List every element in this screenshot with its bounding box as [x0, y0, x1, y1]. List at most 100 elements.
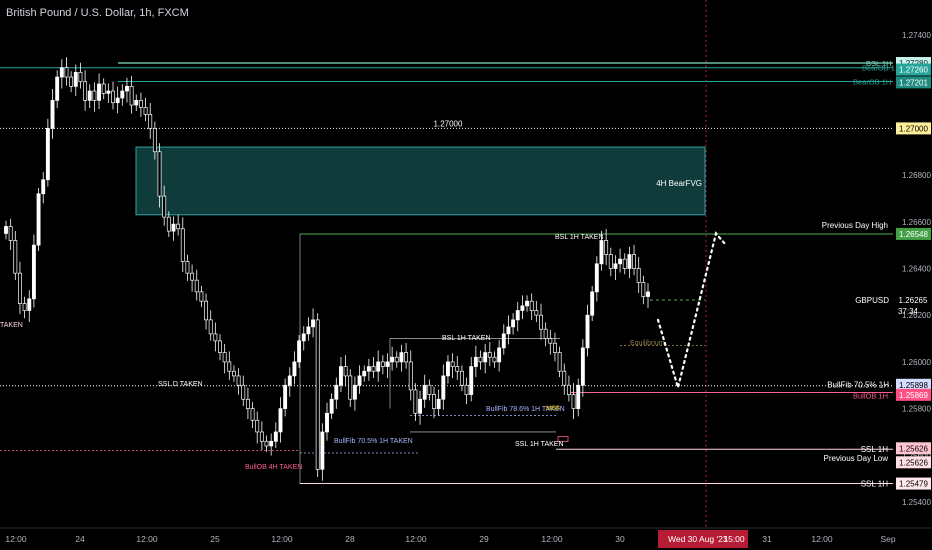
candle-body [627, 254, 632, 269]
candle-body [543, 328, 548, 339]
price-tag-current: 1.26265 [899, 296, 928, 305]
price-tag-ssl-upper-bg [896, 442, 931, 455]
candle-body [464, 384, 469, 395]
candle-body [292, 361, 297, 377]
candle-body [269, 440, 274, 447]
y-tick-label: 1.26800 [902, 171, 931, 180]
candle-body [580, 347, 585, 386]
candle-body [478, 356, 483, 363]
candle-body [59, 67, 64, 78]
candle-body [120, 90, 125, 99]
bullob-label: BullOB 1H [853, 391, 888, 400]
candle-body [204, 300, 208, 321]
candle-body [525, 300, 529, 307]
price-tag-bullfib-bg [896, 378, 931, 391]
candle-body [334, 384, 339, 400]
ssl-lower-label: SSL 1H [861, 480, 888, 489]
candle-body [641, 282, 646, 297]
candle-body [599, 240, 604, 265]
candle-body [232, 370, 236, 377]
candle-body [487, 352, 492, 358]
ssl-upper-label: SSL 1H [861, 445, 888, 454]
candle-body [632, 254, 636, 269]
candle-body [515, 310, 520, 321]
candle-body [264, 440, 269, 447]
candle-body [143, 107, 148, 115]
chart-title: British Pound / U.S. Dollar, 1h, FXCM [6, 7, 189, 19]
candle-body [97, 83, 101, 101]
candle-body [404, 352, 409, 363]
candle-body [22, 303, 27, 311]
x-tick-label: 12:00 [136, 534, 158, 544]
x-tick-label: 12:00 [405, 534, 427, 544]
candle-body [45, 128, 50, 181]
y-tick-label: 1.25400 [902, 498, 931, 507]
x-tick-label: 30 [615, 534, 625, 544]
fvg-label: 4H BearFVG [656, 179, 702, 188]
candle-body [250, 408, 255, 421]
price-tag-pdl: 1.25626 [899, 458, 928, 467]
candle-body [115, 97, 120, 104]
fvg-zone [135, 146, 706, 216]
candle-body [511, 319, 516, 328]
price-tag-ssl-lower-bg [896, 477, 931, 490]
candle-body [125, 86, 129, 92]
candle-body [594, 263, 599, 293]
candle-body [385, 361, 390, 367]
prev-day-low-label: Previous Day Low [824, 454, 889, 463]
candle-body [185, 261, 190, 274]
candle-body [213, 333, 218, 342]
taken-label: TAKEN [0, 322, 23, 329]
symbol-label: GBPUSD [855, 296, 889, 305]
candle-body [408, 361, 413, 391]
candle-body [352, 384, 357, 400]
candle-body [520, 305, 525, 311]
candle-body [283, 384, 288, 409]
level-1270-label: 1.27000 [434, 119, 463, 128]
candle-body [301, 333, 306, 342]
candle-body [348, 375, 353, 400]
candle-body [501, 333, 506, 349]
candle-body [190, 272, 195, 281]
price-tag-bsl: 1.27280 [899, 59, 928, 68]
x-tick-label: 12:00 [271, 534, 293, 544]
price-tag-bearob-lower: 1.27201 [899, 78, 928, 87]
price-tag-bearob-lower-bg [896, 76, 931, 89]
time-highlight-time: 15:00 [723, 534, 745, 544]
x-tick-label: 31 [762, 534, 772, 544]
candle-body [380, 361, 385, 367]
candle-body [4, 226, 8, 234]
candle-body [78, 72, 83, 83]
candle-body [469, 366, 474, 395]
candle-body [371, 366, 376, 372]
candle-body [218, 340, 222, 353]
y-tick-label: 1.27400 [902, 31, 931, 40]
prev-day-high-label: Previous Day High [822, 221, 888, 230]
candle-body [245, 398, 250, 409]
bullfib-786-taken-label: BullFib 78.6% 1H TAKEN [486, 406, 565, 413]
candle-body [106, 90, 111, 94]
ssl-d-taken-label: SSL D TAKEN [158, 381, 203, 388]
bsl-level-label: BSL 1H [866, 59, 892, 68]
candle-body [171, 223, 176, 232]
candle-body [208, 319, 213, 335]
candle-body [566, 384, 571, 395]
time-highlight-date: Wed 30 Aug '23 [668, 534, 728, 544]
bullfib-705-label: BullFib 70.5% 1H [827, 381, 889, 390]
candle-body [376, 361, 381, 372]
candle-body [320, 431, 325, 470]
candle-body [287, 375, 292, 386]
candle-body [576, 384, 581, 409]
candle-body [394, 356, 399, 363]
candle-body [255, 419, 260, 433]
bsl-taken-label: BSL 1H TAKEN [555, 234, 604, 241]
price-tag-bearob-upper: 1.27260 [899, 66, 928, 75]
x-tick-label: 25 [210, 534, 220, 544]
bearob-upper-label: BearOB 1H [862, 64, 900, 73]
candle-body [492, 356, 497, 363]
candle-body [339, 366, 343, 386]
x-tick-label: 12:00 [811, 534, 833, 544]
y-tick-label: 1.25800 [902, 405, 931, 414]
candle-body [539, 314, 543, 330]
